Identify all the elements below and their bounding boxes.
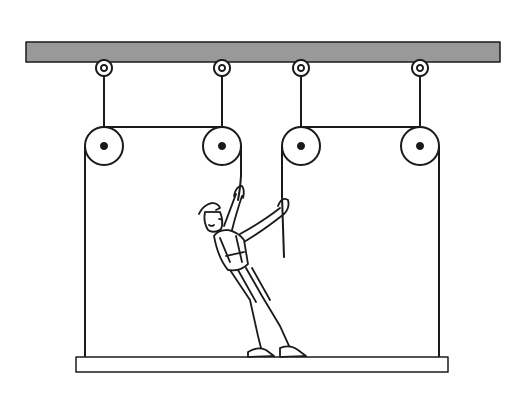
hook-left-inner <box>213 59 231 77</box>
pulley-right-outer <box>400 126 440 166</box>
worker-leg-back <box>229 269 263 353</box>
pulley-left-inner <box>202 126 242 166</box>
hook-right-outer <box>411 59 429 77</box>
worker-shoe-back <box>247 347 275 358</box>
rope-pulled-right <box>281 145 285 258</box>
hook-right-inner <box>292 59 310 77</box>
pulley-left-outer <box>84 126 124 166</box>
worker-hand-left <box>233 185 245 199</box>
worker-shoe-front <box>279 345 307 358</box>
worker-arm-right <box>239 207 285 243</box>
ceiling-beam <box>25 41 501 63</box>
worker-cap <box>198 202 221 215</box>
worker-in-overalls <box>198 185 307 358</box>
rope-pulled-left <box>237 145 242 201</box>
hook-left-outer <box>95 59 113 77</box>
worker-hand-right <box>277 197 290 215</box>
worker-torso <box>213 229 249 272</box>
worker-head <box>203 211 224 233</box>
pulley-right-inner <box>281 126 321 166</box>
hanging-platform <box>75 356 449 373</box>
worker-leg-front <box>245 267 291 349</box>
worker-arm-left <box>223 193 243 231</box>
